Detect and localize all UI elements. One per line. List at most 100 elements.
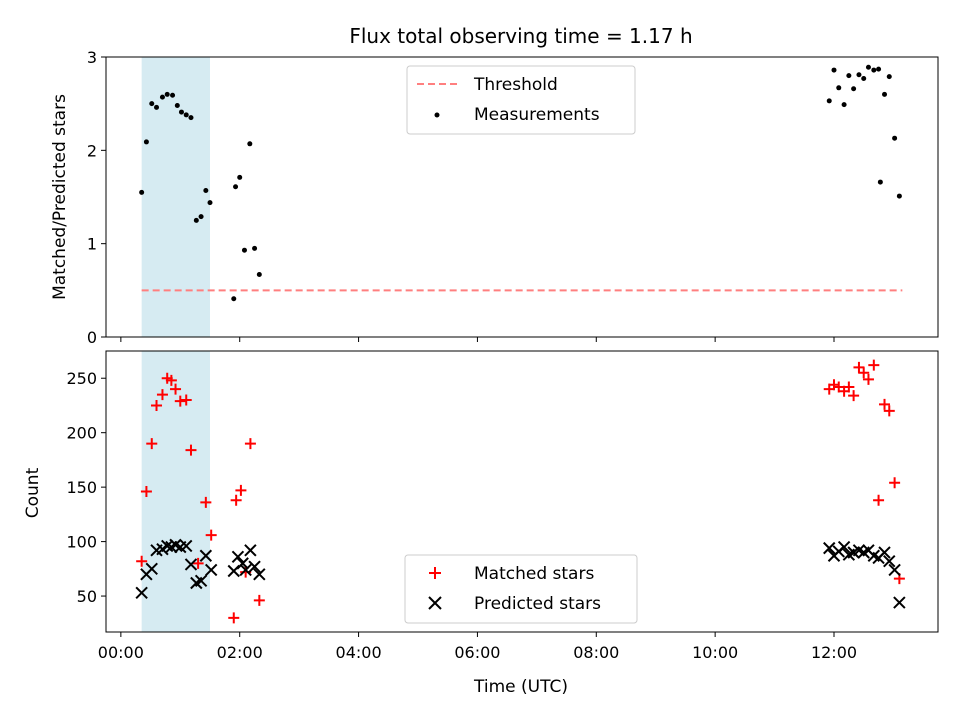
bottom-y-axis-label: Count [23, 467, 43, 518]
predicted-star-point [199, 549, 213, 562]
predicted-star-point [893, 596, 906, 609]
measurement-point [183, 112, 189, 118]
measurement-point [188, 115, 194, 121]
matched-star-point [228, 612, 240, 624]
measurement-point [154, 104, 160, 110]
predicted-stars-legend-label: Predicted stars [474, 594, 601, 614]
x-tick-label: 06:00 [454, 643, 500, 662]
predicted-star-point [244, 544, 257, 557]
matched-star-point [180, 394, 192, 406]
matched-star-point [879, 398, 891, 410]
matched-star-point [883, 405, 895, 417]
measurement-point [877, 179, 883, 185]
measurement-point [149, 101, 155, 107]
predicted-star-point [180, 539, 193, 553]
matched-star-point [235, 484, 247, 496]
measurement-point [164, 91, 170, 97]
matched-star-point [136, 555, 148, 567]
measurement-point [896, 193, 902, 199]
matched-star-point [146, 438, 158, 450]
matched-star-point [253, 594, 265, 606]
bottom-y-ticks: 50 100 150 200 250 [66, 369, 106, 606]
measurement-point [159, 94, 165, 100]
threshold-legend-label: Threshold [473, 75, 558, 95]
measurement-point [882, 91, 888, 97]
measurements-legend-swatch [434, 112, 440, 118]
measurement-point [851, 86, 857, 92]
matched-stars-legend-swatch [429, 567, 441, 579]
matched-star-point [873, 494, 885, 506]
predicted-star-point [194, 574, 208, 588]
bottom-axes-frame [105, 350, 939, 633]
matched-star-point [140, 486, 152, 497]
measurement-point [831, 67, 837, 73]
matched-star-point [828, 379, 840, 391]
predicted-star-point [883, 554, 896, 568]
x-tick-label: 02:00 [217, 643, 263, 662]
matched-star-point [205, 529, 217, 541]
measurement-point [139, 189, 145, 195]
bottom-legend-box [404, 554, 638, 624]
measurement-point [170, 92, 176, 98]
matched-star-point [862, 373, 874, 385]
matched-star-point [843, 381, 855, 393]
matched-star-point [868, 359, 880, 371]
bottom-y-tick-label: 50 [77, 587, 97, 606]
predicted-star-point [248, 560, 261, 573]
matched-star-point [889, 477, 901, 489]
measurements-legend-label: Measurements [474, 105, 600, 125]
matched-star-point [165, 374, 177, 386]
x-tick-label: 12:00 [811, 643, 857, 662]
measurement-point [241, 247, 247, 253]
measurement-point [876, 66, 882, 72]
matched-star-point [185, 444, 197, 456]
top-y-axis-label: Matched/Predicted stars [50, 94, 70, 300]
top-y-ticks: 0 1 2 3 [87, 48, 106, 347]
predicted-star-point [145, 562, 158, 576]
predicted-star-point [239, 563, 252, 577]
predicted-star-point [253, 568, 266, 581]
bottom-y-tick-label: 250 [66, 369, 97, 388]
predicted-star-point [184, 558, 198, 571]
measurement-point [836, 85, 842, 91]
matched-star-point [853, 361, 865, 373]
matched-star-point [230, 494, 242, 506]
measurement-point [231, 296, 237, 302]
measurement-point [193, 217, 199, 223]
measurement-point [846, 73, 852, 79]
measurements-series [139, 64, 902, 302]
ratio-panel: 0 1 2 3 Matched/Predicted stars Threshold M… [50, 48, 939, 347]
matched-star-point [156, 389, 168, 401]
x-tick-label: 08:00 [573, 643, 619, 662]
predicted-star-point [837, 540, 851, 554]
measurement-point [841, 102, 847, 108]
predicted-star-point [878, 546, 891, 559]
measurement-point [861, 75, 867, 81]
x-tick-label: 10:00 [692, 643, 738, 662]
matched-stars-legend-label: Matched stars [474, 564, 594, 584]
top-y-tick-label: 3 [87, 48, 97, 67]
measurement-point [143, 139, 149, 145]
predicted-stars-legend-swatch [428, 596, 442, 610]
measurement-point [207, 200, 213, 206]
bottom-y-tick-label: 150 [66, 478, 97, 497]
matched-star-point [151, 399, 163, 411]
bottom-legend: Matched stars Predicted stars [404, 554, 638, 624]
top-legend: Threshold Measurements [406, 65, 636, 135]
top-observing-window-shade [141, 57, 210, 337]
measurement-point [871, 67, 877, 73]
measurement-point [178, 109, 184, 115]
measurement-point [174, 103, 180, 109]
x-axis-label: Time (UTC) [473, 677, 568, 697]
x-tick-label: 04:00 [336, 643, 382, 662]
x-tick-label: 00:00 [98, 643, 144, 662]
chart-title: Flux total observing time = 1.17 h [349, 24, 692, 48]
bottom-y-tick-label: 200 [66, 424, 97, 443]
bottom-x-ticks: 00:00 02:00 04:00 06:00 08:00 10:00 12:00 [98, 632, 857, 662]
measurement-point [203, 187, 209, 193]
predicted-star-point [231, 550, 245, 564]
predicted-star-point [204, 563, 218, 577]
measurement-point [826, 98, 832, 104]
matched-star-point [244, 438, 256, 450]
matched-star-point [192, 557, 204, 569]
